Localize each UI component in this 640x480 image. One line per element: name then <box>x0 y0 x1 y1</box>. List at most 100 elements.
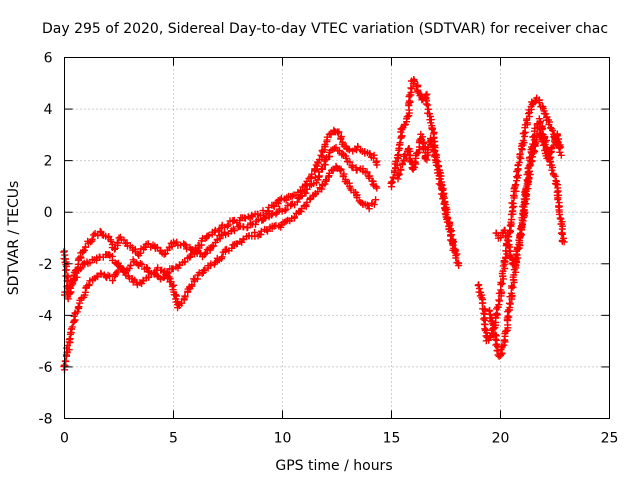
data-point <box>394 151 402 159</box>
data-point <box>474 282 482 289</box>
data-point <box>167 278 175 286</box>
data-point <box>538 126 546 134</box>
data-point <box>505 313 513 321</box>
data-point <box>366 150 374 158</box>
data-point <box>407 84 415 92</box>
data-point <box>548 166 556 174</box>
series-track-h <box>492 129 565 269</box>
x-tick-label: 20 <box>492 431 510 447</box>
data-point <box>423 90 431 98</box>
data-point <box>138 260 146 268</box>
data-point <box>557 229 565 237</box>
data-point <box>334 129 342 137</box>
data-point <box>387 179 395 187</box>
data-point <box>332 164 340 172</box>
y-tick-label: -2 <box>39 257 53 273</box>
data-point <box>364 201 372 209</box>
data-point <box>530 147 538 154</box>
y-tick-labels: -8 -6 -4 -2 0 2 4 6 <box>39 51 53 428</box>
axis-ticks <box>64 57 610 419</box>
data-point <box>173 238 181 246</box>
data-point <box>336 167 344 175</box>
data-point <box>182 241 190 249</box>
data-point <box>432 157 440 164</box>
x-tick-label: 5 <box>169 431 178 447</box>
data-point <box>80 246 88 254</box>
data-point <box>65 336 73 343</box>
data-point <box>94 273 102 281</box>
data-point <box>509 283 517 291</box>
data-point <box>545 121 553 129</box>
data-point <box>397 166 405 173</box>
data-point <box>345 146 353 154</box>
data-point <box>393 162 401 170</box>
data-point <box>281 207 289 214</box>
data-point <box>495 296 503 304</box>
data-point <box>218 253 226 261</box>
data-point <box>421 155 429 163</box>
data-point <box>223 222 231 230</box>
data-point <box>114 239 122 247</box>
data-points <box>60 76 568 374</box>
data-point <box>303 185 311 193</box>
data-point <box>129 256 137 264</box>
data-point <box>127 261 135 269</box>
data-point <box>125 265 133 273</box>
data-point <box>509 199 517 207</box>
data-point <box>522 200 530 208</box>
data-point <box>419 133 427 141</box>
data-point <box>115 262 123 270</box>
grid <box>64 57 610 419</box>
data-point <box>498 280 506 288</box>
data-point <box>518 216 526 224</box>
data-point <box>370 200 378 208</box>
data-point <box>216 235 224 243</box>
data-point <box>419 145 427 152</box>
data-point <box>65 346 73 354</box>
data-point <box>282 205 290 213</box>
x-axis-label: GPS time / hours <box>275 458 392 474</box>
data-point <box>551 172 559 180</box>
data-point <box>506 299 513 307</box>
series-track-f <box>474 94 564 345</box>
data-point <box>438 181 445 189</box>
data-point <box>396 139 404 147</box>
data-point <box>288 192 296 200</box>
data-point <box>119 265 127 273</box>
x-tick-label: 15 <box>383 431 401 447</box>
y-axis-label: SDTVAR / TECUs <box>6 181 22 296</box>
data-point <box>549 142 557 150</box>
data-point <box>71 316 79 324</box>
data-point <box>104 271 112 279</box>
data-point <box>516 151 524 159</box>
data-point <box>363 168 371 176</box>
y-tick-label: 4 <box>44 102 53 118</box>
data-point <box>528 153 536 161</box>
data-point <box>109 277 117 285</box>
data-point <box>497 234 505 242</box>
data-point <box>526 171 534 178</box>
data-point <box>85 281 93 289</box>
data-point <box>339 138 347 146</box>
data-point <box>68 323 76 331</box>
data-point <box>327 131 335 139</box>
data-point <box>67 329 75 336</box>
data-point <box>77 265 85 273</box>
series-track-e <box>394 130 459 254</box>
data-point <box>501 226 509 234</box>
series-track-a <box>60 126 381 303</box>
x-tick-label: 10 <box>274 431 292 447</box>
y-tick-label: -4 <box>39 308 53 324</box>
data-point <box>428 125 436 132</box>
data-point <box>270 203 278 211</box>
data-point <box>453 250 461 258</box>
data-point <box>554 196 562 203</box>
data-point <box>264 227 271 235</box>
data-point <box>508 282 516 290</box>
data-point <box>136 260 144 267</box>
data-point <box>73 308 81 316</box>
data-point <box>188 250 196 258</box>
y-tick-label: -6 <box>39 360 53 376</box>
data-point <box>67 284 74 292</box>
